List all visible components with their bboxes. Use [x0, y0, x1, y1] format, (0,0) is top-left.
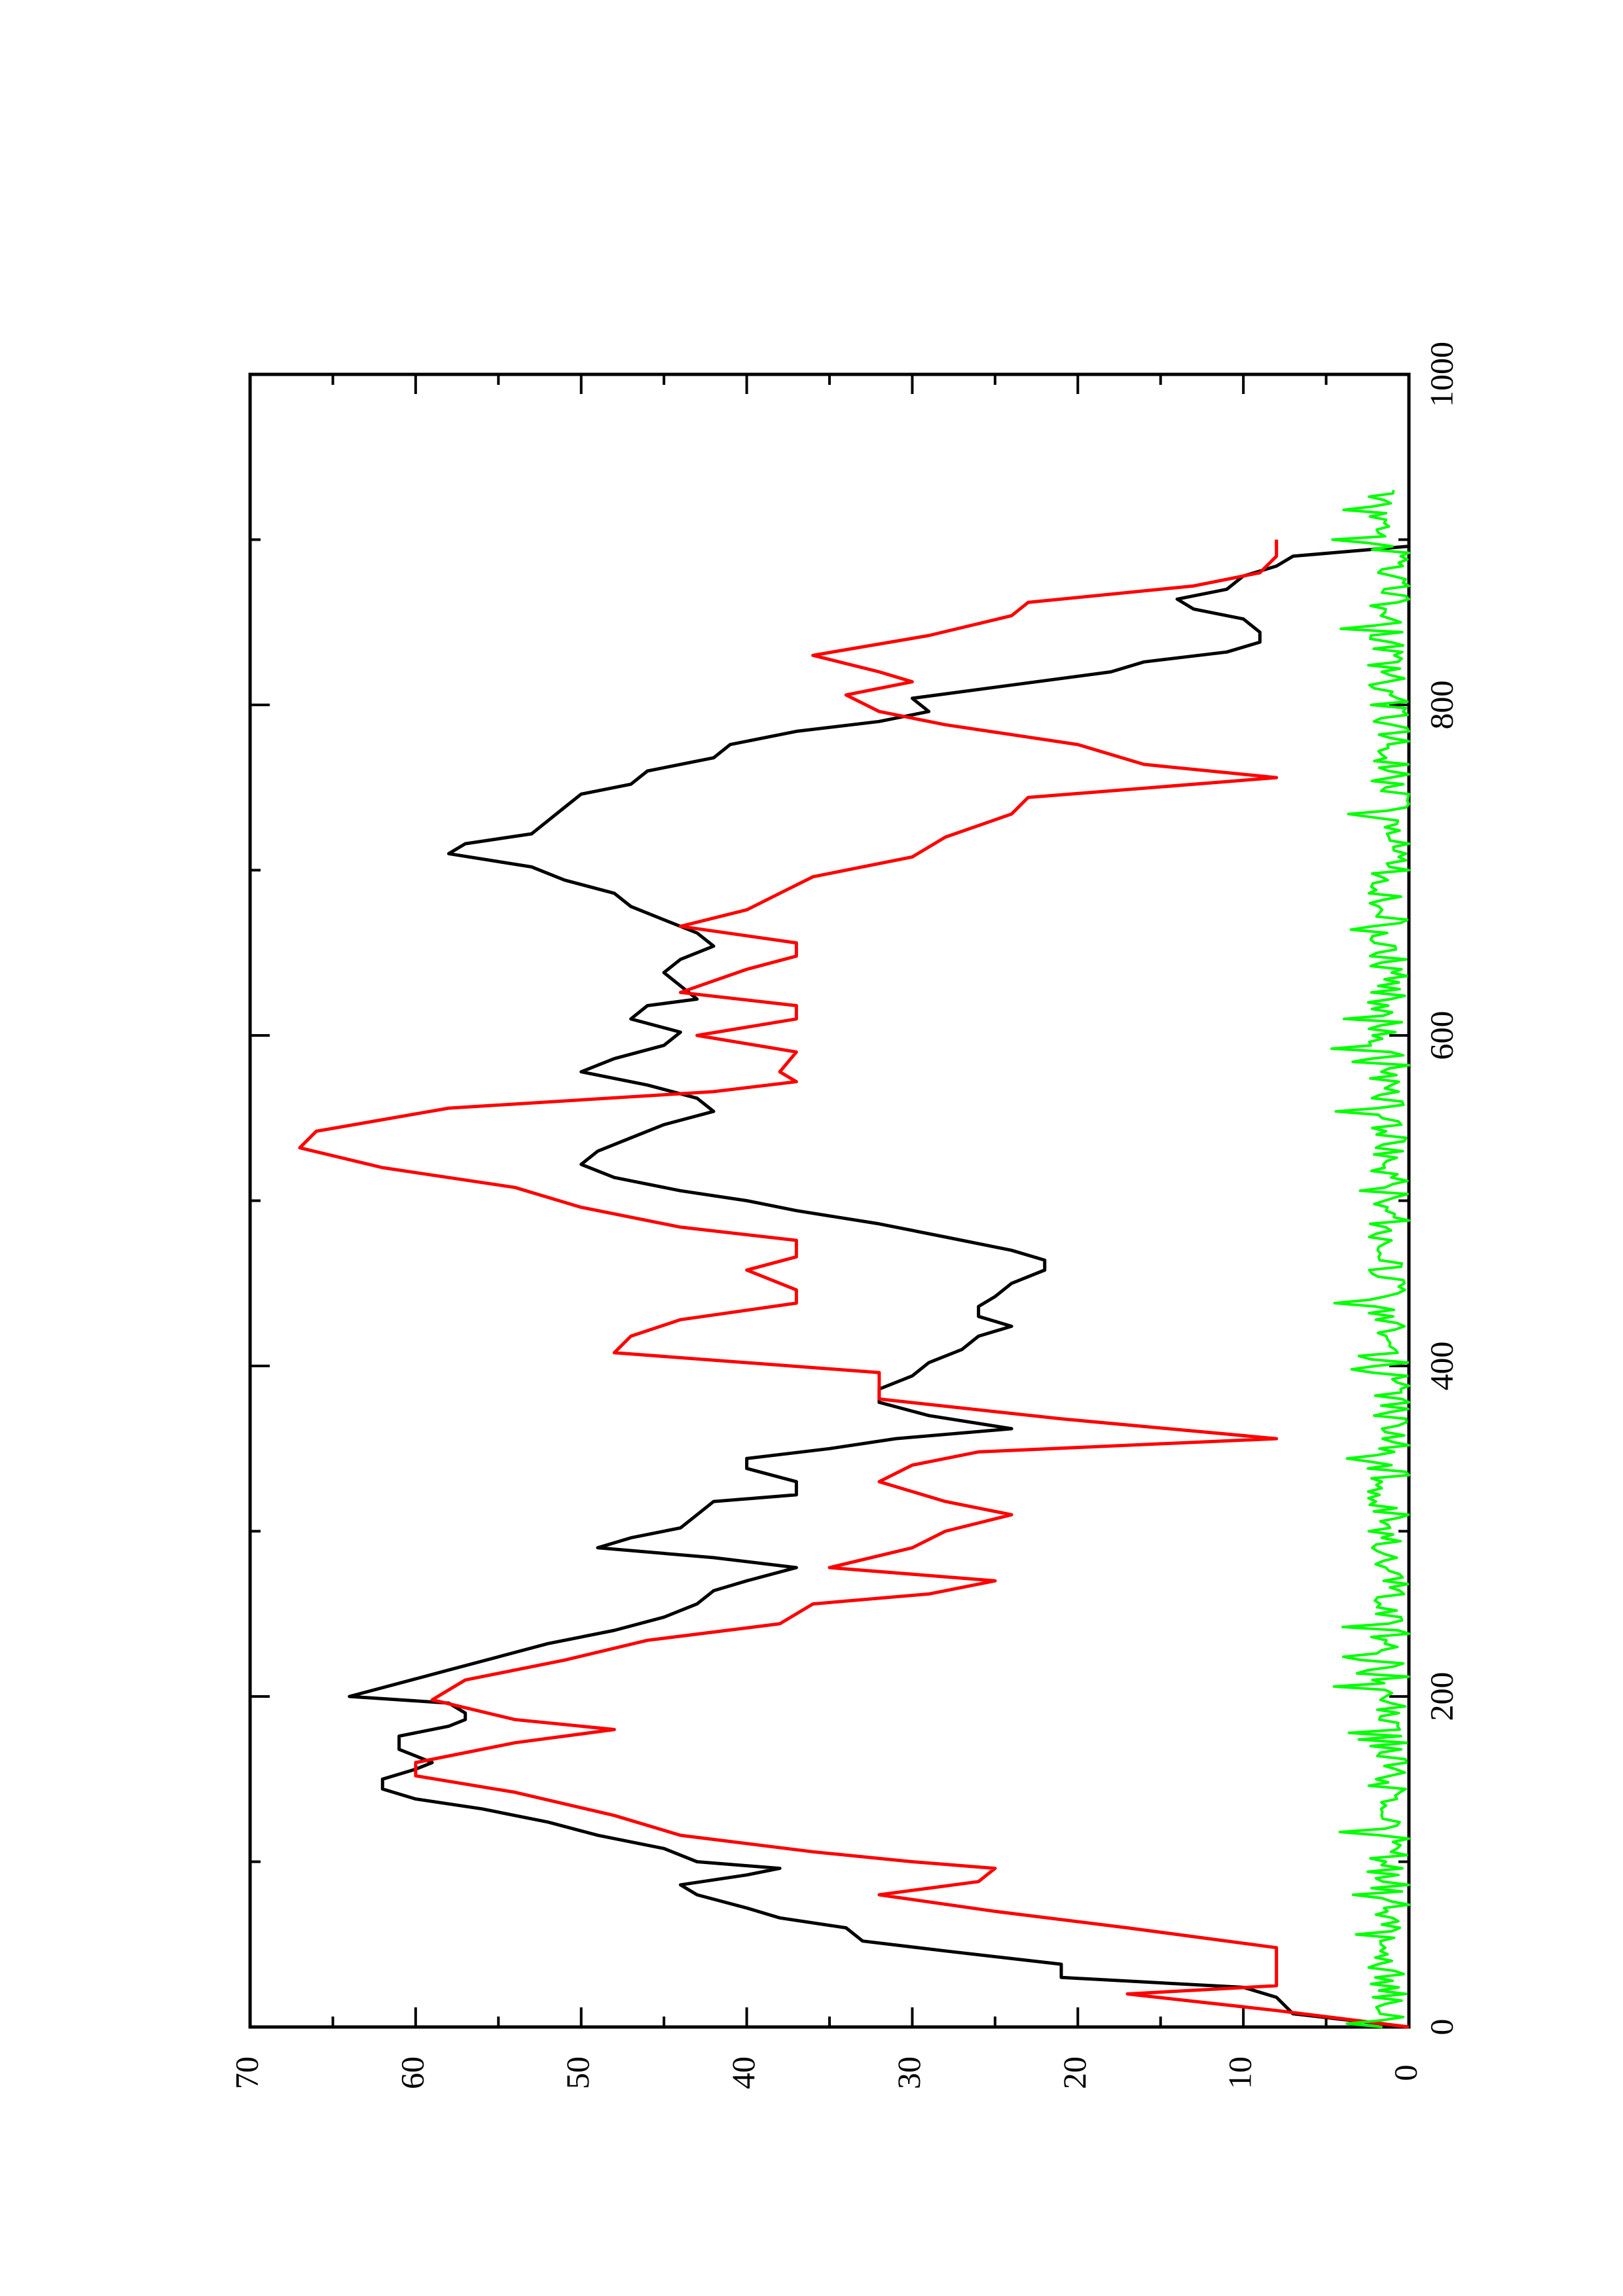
y-tick-label: 10 [1222, 2056, 1258, 2089]
plot-frame [248, 372, 1411, 2029]
y-tick-label: 60 [393, 2056, 430, 2089]
series-lines [298, 490, 1410, 2029]
y-tick-label: 40 [725, 2056, 761, 2089]
x-tick-label: 1000 [1423, 342, 1459, 407]
plot-area: 0 200 400 600 800 1000 0 10 20 30 40 50 60 70 [228, 342, 1459, 2089]
y-tick-label: 70 [228, 2056, 264, 2089]
y-tick-label: 30 [890, 2056, 927, 2089]
x-tick-label: 800 [1423, 681, 1459, 730]
x-tick-label: 600 [1423, 1011, 1459, 1060]
axis-ticks [249, 373, 1410, 2028]
y-tick-label: 50 [559, 2056, 596, 2089]
series-line-1 [348, 545, 1410, 2029]
tick-labels: 0 200 400 600 800 1000 0 10 20 30 40 50 60 70 [228, 342, 1459, 2089]
series-line-3 [1330, 490, 1410, 2028]
x-tick-label: 0 [1423, 2019, 1459, 2036]
y-tick-label: 0 [1387, 2065, 1423, 2081]
y-tick-label: 20 [1056, 2056, 1093, 2089]
x-tick-label: 400 [1423, 1342, 1459, 1391]
x-tick-label: 200 [1423, 1672, 1459, 1721]
series-line-2 [298, 539, 1410, 2029]
